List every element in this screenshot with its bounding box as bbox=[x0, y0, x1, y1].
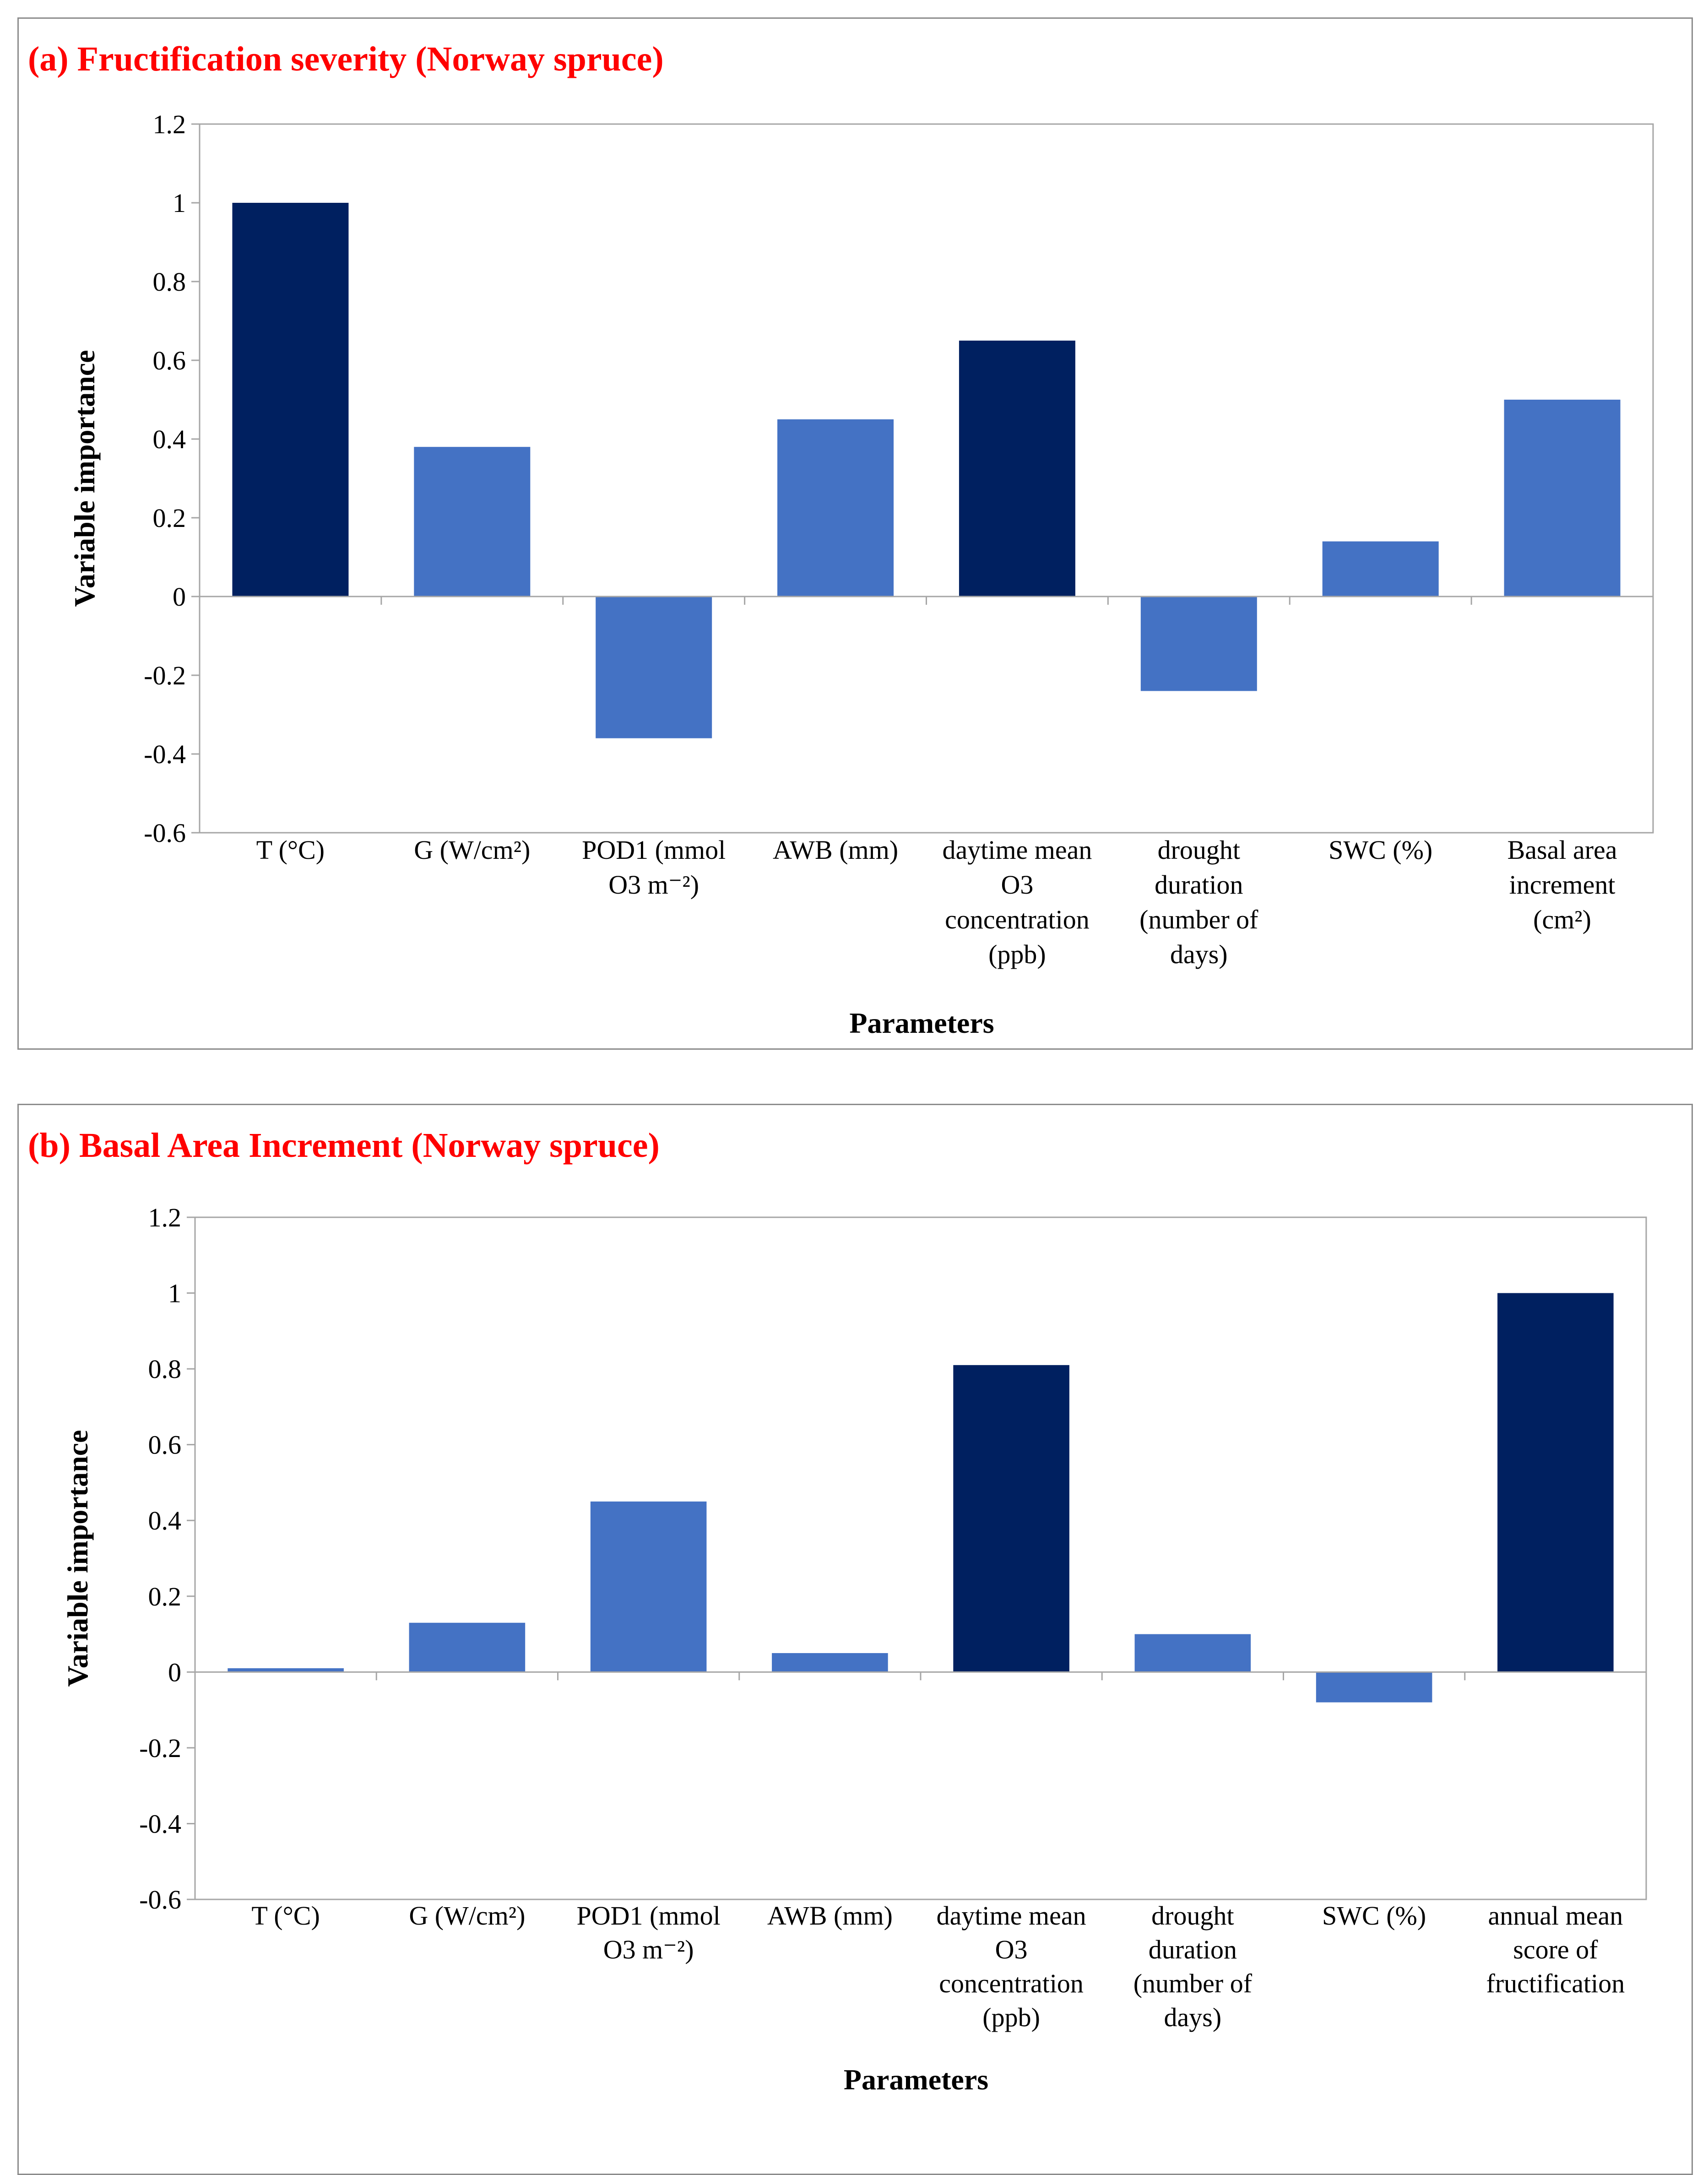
bar bbox=[959, 341, 1075, 597]
category-label: T (°C) bbox=[256, 835, 325, 865]
category-label: SWC (%) bbox=[1322, 1901, 1426, 1931]
y-tick-label: 0.4 bbox=[148, 1506, 182, 1535]
bar bbox=[596, 597, 712, 738]
category-label: duration bbox=[1149, 1935, 1237, 1964]
category-label: drought bbox=[1158, 835, 1240, 865]
bar bbox=[777, 419, 894, 597]
bar bbox=[1140, 597, 1257, 691]
y-tick-label: -0.4 bbox=[144, 739, 186, 769]
category-label: POD1 (mmol bbox=[582, 835, 726, 865]
y-tick-label: -0.2 bbox=[139, 1733, 181, 1763]
category-label: AWB (mm) bbox=[767, 1901, 893, 1931]
bar-chart-a: 1.2 1 0.8 0.6 0.4 0.2 0 -0.2 -0.4 -0.6 T (°C) G (W/… bbox=[68, 109, 1654, 1039]
y-tick-label: 0.2 bbox=[148, 1582, 182, 1611]
category-label: AWB (mm) bbox=[773, 835, 898, 865]
category-label: G (W/cm²) bbox=[409, 1901, 525, 1931]
bar bbox=[1134, 1634, 1251, 1672]
category-label: O3 m⁻²) bbox=[603, 1935, 694, 1964]
plot-area bbox=[199, 123, 1654, 834]
y-tick-label: 1 bbox=[173, 188, 186, 218]
y-tick-label: 0 bbox=[173, 582, 186, 612]
category-label: duration bbox=[1155, 870, 1243, 900]
y-tick-label: 0.8 bbox=[148, 1354, 182, 1384]
category-label: O3 m⁻²) bbox=[608, 870, 699, 900]
category-label: Basal area bbox=[1507, 835, 1617, 865]
y-tick-label: 0.4 bbox=[153, 424, 186, 454]
bar bbox=[1497, 1293, 1614, 1672]
category-label: daytime mean bbox=[937, 1901, 1086, 1931]
category-label: (cm²) bbox=[1533, 905, 1591, 934]
category-label: drought bbox=[1151, 1901, 1234, 1931]
chart-panel-a: (a) Fructification severity (Norway spru… bbox=[17, 17, 1693, 1050]
category-label: G (W/cm²) bbox=[414, 835, 530, 865]
chart-title: (a) Fructification severity (Norway spru… bbox=[28, 40, 664, 78]
x-axis-title: Parameters bbox=[849, 1007, 994, 1039]
y-tick-label: 0.8 bbox=[153, 267, 186, 297]
y-tick-label: -0.6 bbox=[144, 818, 186, 848]
category-label: concentration bbox=[945, 905, 1090, 934]
bar bbox=[414, 447, 531, 597]
bar bbox=[1316, 1672, 1432, 1703]
bar bbox=[409, 1622, 526, 1672]
chart-panel-b: (b) Basal Area Increment (Norway spruce)… bbox=[17, 1104, 1693, 2175]
y-tick-label: -0.2 bbox=[144, 661, 186, 690]
bar bbox=[590, 1501, 707, 1672]
category-label: score of bbox=[1513, 1935, 1598, 1964]
category-label: (number of bbox=[1139, 905, 1258, 934]
y-tick-label: 0 bbox=[168, 1657, 181, 1687]
y-axis-title: Variable importance bbox=[68, 350, 101, 607]
y-tick-label: 1.2 bbox=[153, 109, 186, 139]
category-label: (ppb) bbox=[982, 2002, 1040, 2032]
chart-title: (b) Basal Area Increment (Norway spruce) bbox=[28, 1126, 660, 1165]
y-tick-label: 1 bbox=[168, 1279, 181, 1308]
y-tick-label: -0.6 bbox=[139, 1885, 181, 1915]
y-tick-label: 0.6 bbox=[148, 1430, 182, 1460]
bar bbox=[772, 1653, 888, 1672]
y-axis-title: Variable importance bbox=[61, 1430, 94, 1687]
category-label: annual mean bbox=[1488, 1901, 1623, 1931]
y-tick-label: -0.4 bbox=[139, 1809, 181, 1839]
y-tick-label: 0.6 bbox=[153, 346, 186, 375]
category-label: T (°C) bbox=[251, 1901, 320, 1931]
category-label: concentration bbox=[939, 1969, 1084, 1998]
bar bbox=[1504, 400, 1621, 597]
y-tick-label: 0.2 bbox=[153, 503, 186, 533]
category-label: O3 bbox=[1001, 870, 1033, 900]
bar-chart-b: 1.2 1 0.8 0.6 0.4 0.2 0 -0.2 -0.4 -0.6 T (°C) G (W/… bbox=[61, 1203, 1647, 2096]
bar bbox=[232, 203, 349, 597]
bar bbox=[228, 1668, 344, 1672]
bar bbox=[1322, 541, 1439, 597]
plot-area bbox=[194, 1216, 1647, 1900]
category-label: days) bbox=[1164, 2002, 1222, 2032]
category-label: daytime mean bbox=[942, 835, 1092, 865]
category-label: fructification bbox=[1486, 1969, 1625, 1998]
category-label: increment bbox=[1509, 870, 1616, 900]
category-label: days) bbox=[1170, 939, 1228, 969]
category-label: (ppb) bbox=[988, 939, 1046, 969]
category-label: O3 bbox=[995, 1935, 1028, 1964]
x-axis-title: Parameters bbox=[844, 2063, 988, 2096]
category-label: SWC (%) bbox=[1328, 835, 1432, 865]
category-label: (number of bbox=[1133, 1969, 1253, 1998]
y-tick-label: 1.2 bbox=[148, 1203, 182, 1232]
bar bbox=[953, 1365, 1069, 1672]
category-label: POD1 (mmol bbox=[577, 1901, 721, 1931]
